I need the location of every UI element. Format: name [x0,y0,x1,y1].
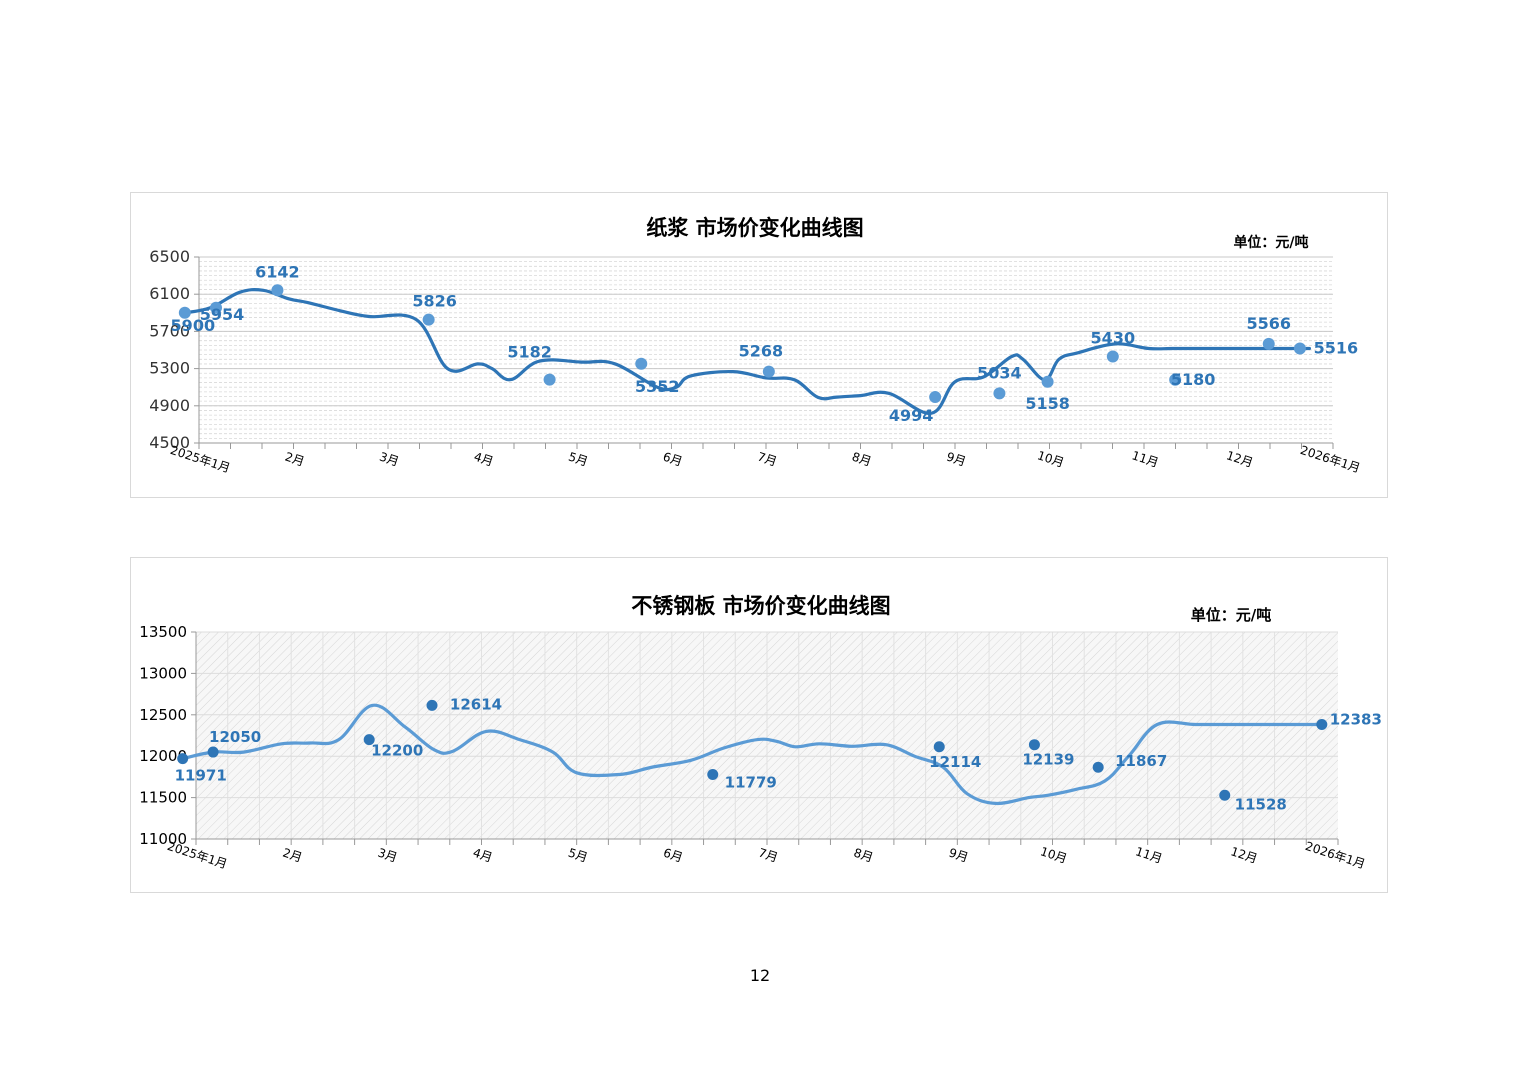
data-label: 5034 [977,363,1022,382]
data-point [1041,375,1054,388]
data-label: 5352 [635,377,680,396]
data-label: 5158 [1025,394,1070,413]
data-label: 5430 [1091,329,1136,348]
y-tick-label: 11000 [139,830,187,848]
data-point [1028,739,1040,751]
x-tick-label: 2026年1月 [1304,839,1367,872]
x-tick-label: 9月 [947,846,970,865]
data-point [1169,373,1182,386]
y-tick-label: 5700 [149,321,190,340]
stainless-steel-price-chart-panel: 不锈钢板 市场价变化曲线图 单位：元/吨 11000 11500 12000 1250… [130,557,1388,893]
stainless-steel-price-chart: 不锈钢板 市场价变化曲线图 单位：元/吨 11000 11500 12000 1250… [139,594,1382,871]
x-tick-label: 8月 [850,450,873,469]
data-label: 12614 [450,695,502,713]
data-point [1106,350,1119,363]
x-tick-label: 3月 [376,846,399,865]
data-point [1316,718,1328,730]
data-label: 5180 [1171,370,1216,389]
x-tick-label: 8月 [852,846,875,865]
data-point [929,391,942,404]
y-tick-label: 4500 [149,433,190,452]
x-tick-label: 7月 [757,846,780,865]
data-point [635,357,648,370]
x-tick-label: 3月 [378,450,401,469]
data-label: 4994 [889,406,934,425]
y-tick-label: 13500 [139,623,187,641]
data-label: 5826 [412,292,457,311]
chart-title: 纸浆 市场价变化曲线图 [646,216,863,240]
y-tick-label: 11500 [139,789,187,807]
data-label: 11779 [725,773,777,791]
y-tick-label: 5300 [149,359,190,378]
data-label: 5516 [1314,339,1359,358]
unit-label: 单位：元/吨 [1191,606,1271,624]
data-point [426,699,438,711]
y-tick-label: 12500 [139,706,187,724]
data-label: 12050 [209,728,261,746]
y-tick-label: 13000 [139,664,187,682]
y-tick-label: 6100 [149,284,190,303]
data-label: 5900 [171,316,216,335]
data-point [1092,761,1104,773]
chart-title: 不锈钢板 市场价变化曲线图 [631,594,890,618]
data-point [210,301,223,314]
x-tick-label: 12月 [1225,448,1255,470]
data-point [543,373,556,386]
data-point [1293,342,1306,355]
plot-area: 11000 11500 12000 12500 13000 13500 2025年1月 2月 3… [139,623,1382,871]
data-label: 12114 [929,753,981,771]
data-point [271,284,284,297]
y-tick-label: 4900 [149,396,190,415]
x-tick-label: 4月 [471,846,494,865]
y-tick-label: 12000 [139,747,187,765]
data-point [207,746,219,758]
data-point [178,306,191,319]
x-tick-label: 5月 [566,846,589,865]
series-line [181,703,1326,806]
x-tick-label: 10月 [1039,844,1069,866]
x-tick-label: 2026年1月 [1299,443,1362,476]
data-point [707,768,719,780]
pulp-price-chart: 纸浆 市场价变化曲线图 单位：元/吨 4500 4900 5300 5700 6100 6… [149,216,1362,475]
data-label: 5182 [507,343,552,362]
x-tick-label: 11月 [1134,844,1164,866]
data-point [1219,789,1231,801]
x-tick-label: 6月 [661,450,684,469]
data-label: 6142 [255,262,300,281]
data-point [993,387,1006,400]
x-tick-label: 2025年1月 [166,839,229,872]
pulp-price-chart-panel: 纸浆 市场价变化曲线图 单位：元/吨 4500 4900 5300 5700 6100 6… [130,192,1388,498]
x-tick-label: 4月 [472,450,495,469]
x-tick-label: 7月 [756,450,779,469]
y-tick-label: 6500 [149,247,190,266]
unit-label: 单位：元/吨 [1233,234,1308,251]
x-tick-label: 9月 [945,450,968,469]
page-number: 12 [749,966,771,985]
x-tick-label: 2025年1月 [169,443,232,476]
plot-area: 4500 4900 5300 5700 6100 6500 2025年1月 2月 3月 4月 5月 6… [149,247,1362,475]
data-label: 12383 [1330,710,1382,728]
data-point [762,365,775,378]
data-label: 12200 [371,742,423,760]
data-point [363,734,375,746]
x-tick-label: 6月 [662,846,685,865]
data-label: 11528 [1235,795,1287,813]
x-tick-label: 12月 [1229,844,1259,866]
x-tick-label: 2月 [281,846,304,865]
data-label: 11971 [175,767,227,785]
x-tick-label: 11月 [1130,448,1160,470]
data-label: 5566 [1246,314,1291,333]
data-label: 5268 [739,342,784,361]
data-label: 11867 [1115,752,1167,770]
data-label: 12139 [1022,751,1074,769]
data-label: 5954 [200,305,245,324]
x-tick-label: 5月 [567,450,590,469]
x-tick-label: 10月 [1036,448,1066,470]
data-point [422,313,435,326]
series-line [183,287,1311,415]
data-point [933,741,945,753]
data-point [1262,337,1275,350]
x-tick-label: 2月 [283,450,306,469]
data-point [177,753,189,765]
